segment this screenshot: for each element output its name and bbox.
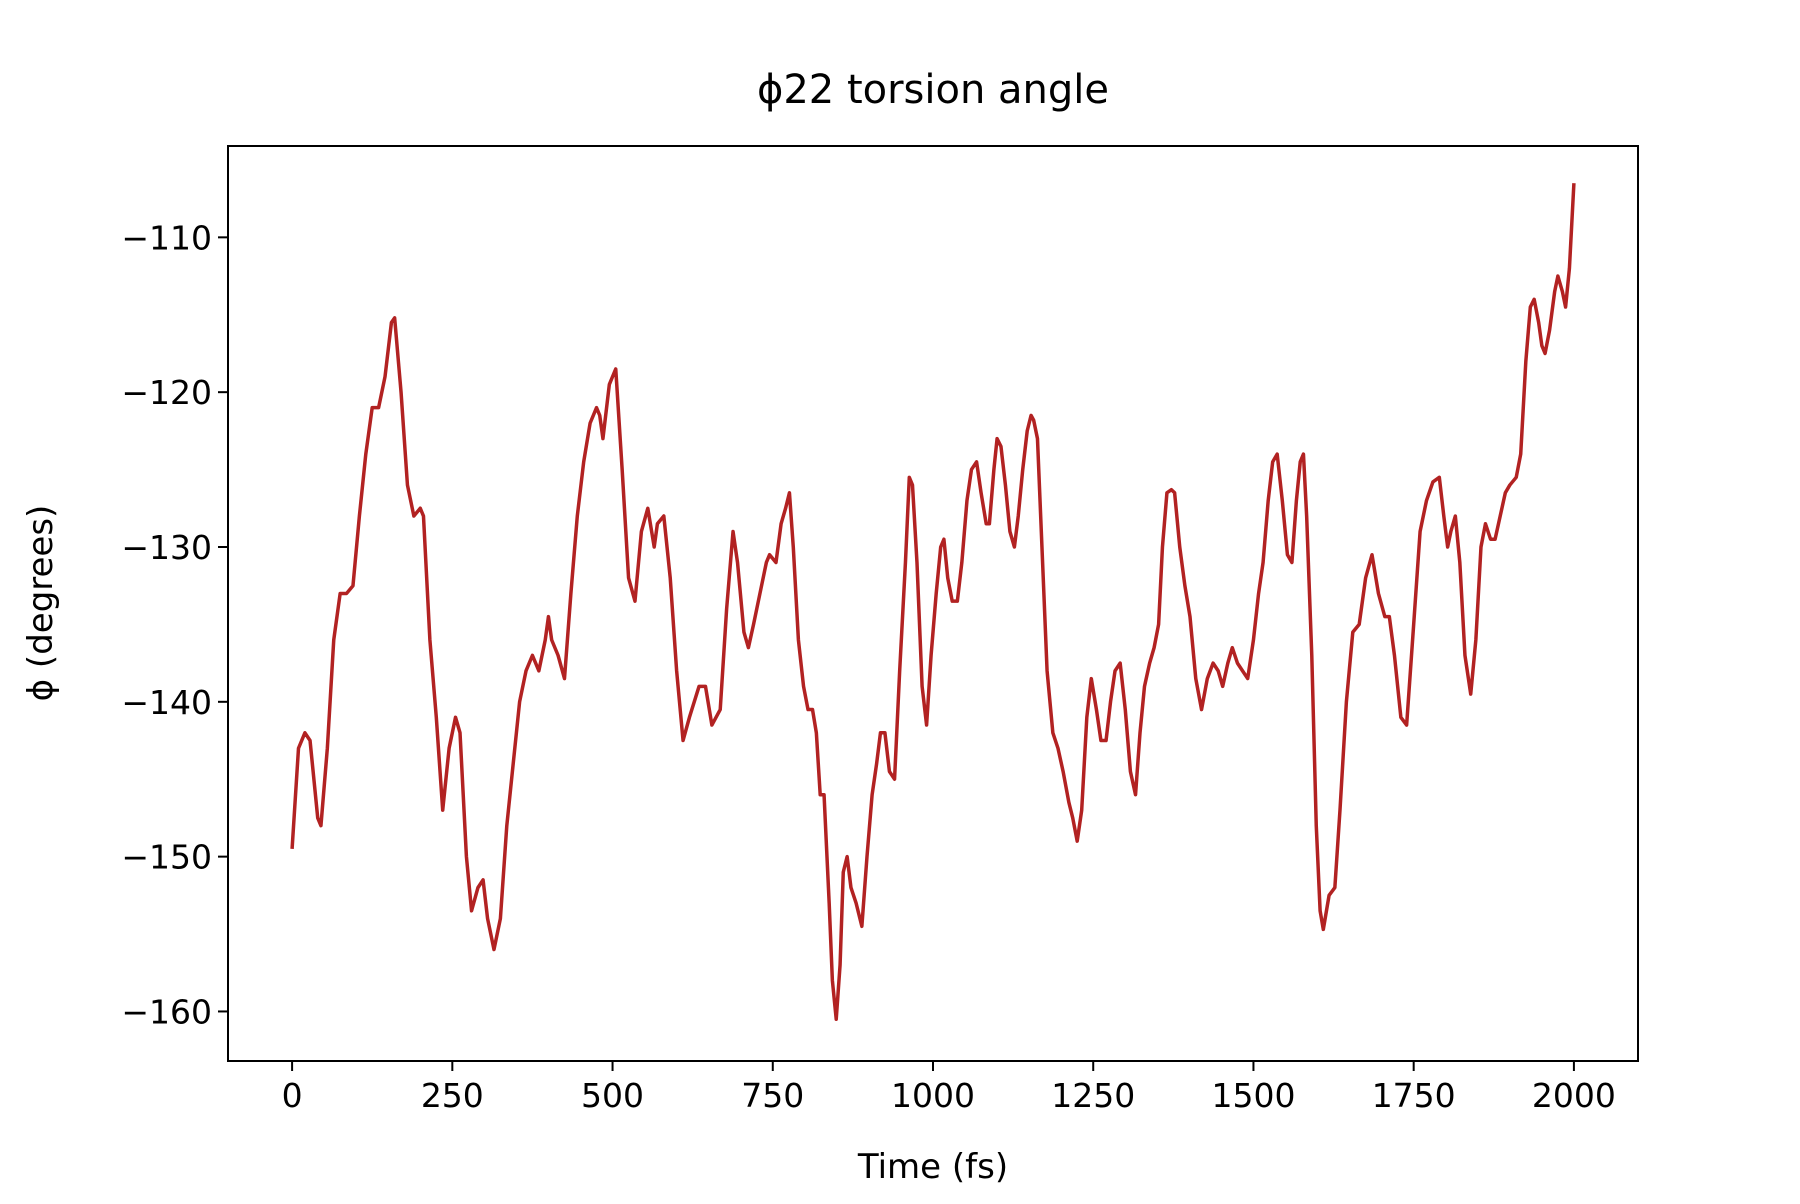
data-line (290, 183, 1576, 1021)
x-tick-label: 0 (282, 1076, 303, 1115)
x-tick-label: 750 (741, 1076, 804, 1115)
y-tick-label: −120 (121, 373, 212, 412)
plot-frame (227, 145, 1639, 1062)
x-tick-label: 1000 (891, 1076, 975, 1115)
y-tick-label: −140 (121, 683, 212, 722)
x-tick-label: 250 (421, 1076, 484, 1115)
chart-title: ϕ22 torsion angle (757, 67, 1109, 113)
x-tick-label: 1750 (1372, 1076, 1456, 1115)
x-tick-label: 2000 (1532, 1076, 1616, 1115)
x-tick-label: 1250 (1051, 1076, 1135, 1115)
y-tick-label: −110 (121, 218, 212, 257)
y-tick-label: −150 (121, 838, 212, 877)
y-tick-label: −130 (121, 528, 212, 567)
x-axis-label: Time (fs) (857, 1147, 1008, 1187)
y-tick-label: −160 (121, 992, 212, 1031)
y-axis-label: ϕ (degrees) (21, 505, 61, 702)
x-tick-label: 500 (581, 1076, 644, 1115)
x-tick-label: 1500 (1211, 1076, 1295, 1115)
